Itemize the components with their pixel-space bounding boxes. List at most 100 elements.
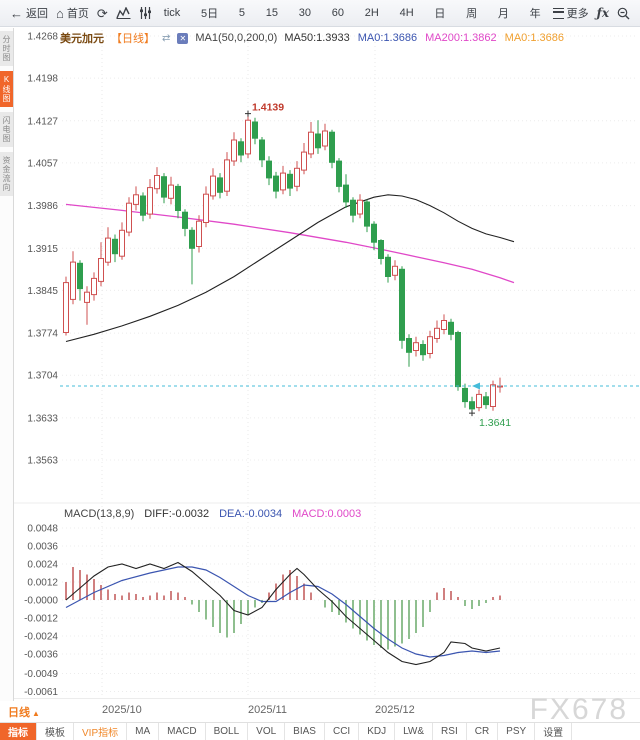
macd-formula: MACD(13,8,9)	[64, 508, 135, 520]
ma-formula: MA1(50,0,200,0)	[195, 32, 278, 44]
dropdown-up-icon: ▲	[32, 709, 40, 718]
indicator-settings-button[interactable]	[135, 7, 156, 19]
overlay-close-icon[interactable]: ✕	[177, 32, 189, 44]
refresh-icon: ⟳	[96, 5, 108, 21]
xaxis-label: 2025/10	[102, 704, 142, 716]
symbol-period[interactable]: 【日线】	[111, 33, 155, 45]
indicator-toolbar: 指标 模板 VIP指标 MA MACD BOLL VOL BIAS CCI KDJ LW& RSI CR…	[0, 722, 640, 740]
indicator-tab-RSI[interactable]: RSI	[433, 723, 467, 740]
fx-button[interactable]: ƒx	[593, 6, 613, 20]
svg-text:0.0048: 0.0048	[27, 524, 58, 535]
indicator-tab-CR[interactable]: CR	[467, 723, 499, 740]
indicator-tab-PSY[interactable]: PSY	[498, 723, 536, 740]
svg-text:1.4268: 1.4268	[27, 32, 58, 43]
indicator-tab-MA[interactable]: MA	[127, 723, 160, 740]
sidebar-tab-1[interactable]: 分时图	[0, 31, 13, 66]
ma-values: MA50:1.3933 MA0:1.3686 MA200:1.3862 MA0:1.3…	[284, 32, 572, 44]
timeframe-button-15[interactable]: 15	[262, 5, 282, 21]
back-icon: ←	[10, 5, 23, 21]
home-button[interactable]: ⌂ 首页	[52, 5, 93, 21]
timeframe-button-60[interactable]: 60	[328, 5, 348, 21]
chart-type-sidebar: 分时图 K线图闪电图资金流向	[0, 28, 14, 701]
svg-text:1.3845: 1.3845	[27, 286, 58, 297]
indicator-tab-VOL[interactable]: VOL	[248, 723, 286, 740]
xaxis-label: 2025/12	[375, 704, 415, 716]
svg-text:-0.0036: -0.0036	[24, 650, 58, 661]
timeframe-button-日[interactable]: 日	[430, 5, 449, 21]
timeframe-button-月[interactable]: 月	[494, 5, 513, 21]
timeframe-group: tick 5日 5 15 30 60 2H 4H 日周月年	[156, 5, 549, 21]
indicator-tab-BIAS[interactable]: BIAS	[285, 723, 325, 740]
timeframe-button-5[interactable]: 5	[235, 5, 249, 21]
indicator-tab-指标[interactable]: 指标	[0, 723, 37, 740]
indicator-tab-模板[interactable]: 模板	[37, 723, 74, 740]
period-label: 日线	[8, 707, 30, 719]
refresh-button[interactable]: ⟳	[93, 7, 112, 20]
xaxis-label: 2025/11	[248, 704, 287, 716]
svg-text:-0.0000: -0.0000	[24, 596, 58, 607]
indicator-tab-CCI[interactable]: CCI	[325, 723, 360, 740]
macd-value: MACD:0.0003	[292, 508, 362, 520]
more-button[interactable]: 更多	[549, 5, 593, 21]
macd-value: DEA:-0.0034	[219, 508, 283, 520]
zoom-out-button[interactable]	[613, 7, 634, 20]
back-label: 返回	[26, 8, 48, 20]
macd-info-row: ✳ MACD(13,8,9)DIFF:-0.0032DEA:-0.0034MAC…	[0, 508, 640, 523]
timeframe-button-2H[interactable]: 2H	[361, 5, 383, 21]
timeframe-button-周[interactable]: 周	[462, 5, 481, 21]
ma-value: MA200:1.3862	[425, 32, 497, 44]
symbol-info-row: 美元加元 【日线】 ⇄ ✕ MA1(50,0,200,0) MA50:1.393…	[60, 30, 572, 46]
svg-text:1.3563: 1.3563	[27, 455, 58, 466]
ma-value: MA0:1.3686	[357, 32, 418, 44]
svg-text:1.3633: 1.3633	[27, 413, 58, 424]
back-button[interactable]: ← 返回	[6, 5, 52, 21]
macd-values: DIFF:-0.0032 DEA:-0.0034 MACD:0.0003	[144, 508, 361, 520]
sliders-icon	[139, 7, 151, 19]
timeframe-button-年[interactable]: 年	[526, 5, 545, 21]
period-dropdown[interactable]: 日线 ▲	[8, 704, 40, 720]
top-toolbar: ← 返回 ⌂ 首页 ⟳ tick 5日 5 15 30 60 2H 4H 日周月年	[0, 0, 640, 27]
timeframe-button-4H[interactable]: 4H	[396, 5, 418, 21]
home-label: 首页	[66, 8, 89, 20]
indicator-tab-KDJ[interactable]: KDJ	[359, 723, 396, 740]
chart-type-button[interactable]	[112, 7, 135, 19]
svg-text:-0.0024: -0.0024	[24, 632, 58, 643]
svg-text:0.0036: 0.0036	[27, 542, 58, 553]
fx-icon: ƒx	[596, 6, 609, 20]
xaxis-row: 日线 ▲ FX678 2025/10 2025/11 2025/12	[0, 693, 640, 726]
svg-text:1.3986: 1.3986	[27, 201, 58, 212]
timeframe-button-tick[interactable]: tick	[160, 5, 185, 21]
svg-text:1.4127: 1.4127	[27, 116, 58, 127]
timeframe-button-5日[interactable]: 5日	[197, 5, 222, 21]
ma-value: MA0:1.3686	[504, 32, 564, 44]
svg-text:1.3641: 1.3641	[479, 417, 511, 429]
chart-icon	[116, 7, 131, 19]
svg-text:1.4198: 1.4198	[27, 74, 58, 85]
sidebar-tab-4[interactable]: 资金流向	[0, 152, 13, 196]
ma-value: MA50:1.3933	[284, 32, 350, 44]
sidebar-tab-2[interactable]: K线图	[0, 71, 13, 107]
swap-icon[interactable]: ⇄	[162, 32, 171, 44]
indicator-tab-BOLL[interactable]: BOLL	[206, 723, 249, 740]
svg-text:-0.0012: -0.0012	[24, 614, 58, 625]
indicator-tab-LW&[interactable]: LW&	[395, 723, 434, 740]
svg-text:1.3915: 1.3915	[27, 244, 58, 255]
indicator-tab-MACD[interactable]: MACD	[159, 723, 206, 740]
home-icon: ⌂	[56, 5, 64, 21]
symbol-name: 美元加元	[60, 33, 104, 45]
macd-value: DIFF:-0.0032	[144, 508, 210, 520]
sidebar-tab-3[interactable]: 闪电图	[0, 112, 13, 147]
indicator-tab-VIP指标[interactable]: VIP指标	[74, 723, 128, 740]
svg-text:0.0012: 0.0012	[27, 578, 58, 589]
svg-text:-0.0061: -0.0061	[24, 687, 58, 698]
hamburger-icon	[552, 7, 564, 19]
zoom-out-icon	[617, 7, 630, 19]
indicator-tab-设置[interactable]: 设置	[535, 723, 573, 740]
svg-text:1.4057: 1.4057	[27, 158, 58, 169]
svg-text:1.4139: 1.4139	[252, 102, 284, 114]
timeframe-button-30[interactable]: 30	[295, 5, 315, 21]
svg-text:1.3704: 1.3704	[27, 371, 58, 382]
watermark: FX678	[529, 693, 628, 726]
